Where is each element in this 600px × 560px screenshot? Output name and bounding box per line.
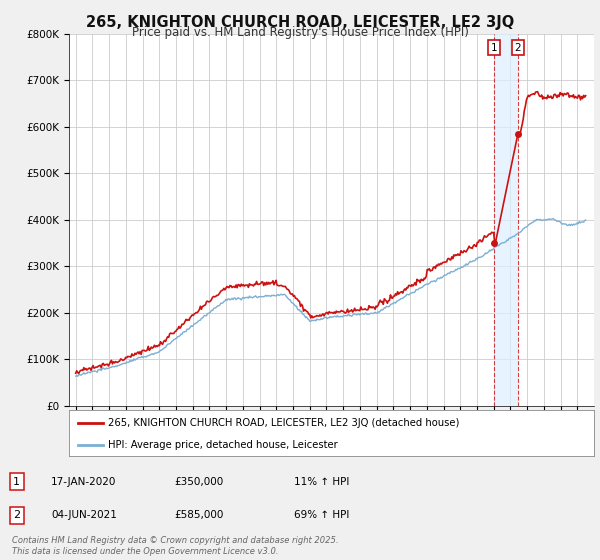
Text: 1: 1 [13, 477, 20, 487]
Text: 11% ↑ HPI: 11% ↑ HPI [294, 477, 349, 487]
Text: 265, KNIGHTON CHURCH ROAD, LEICESTER, LE2 3JQ: 265, KNIGHTON CHURCH ROAD, LEICESTER, LE… [86, 15, 514, 30]
Text: 17-JAN-2020: 17-JAN-2020 [51, 477, 116, 487]
Text: 2: 2 [13, 510, 20, 520]
Text: £585,000: £585,000 [174, 510, 223, 520]
Text: 265, KNIGHTON CHURCH ROAD, LEICESTER, LE2 3JQ (detached house): 265, KNIGHTON CHURCH ROAD, LEICESTER, LE… [109, 418, 460, 428]
Text: 69% ↑ HPI: 69% ↑ HPI [294, 510, 349, 520]
Text: 2: 2 [515, 43, 521, 53]
Text: Price paid vs. HM Land Registry's House Price Index (HPI): Price paid vs. HM Land Registry's House … [131, 26, 469, 39]
Text: HPI: Average price, detached house, Leicester: HPI: Average price, detached house, Leic… [109, 440, 338, 450]
Text: £350,000: £350,000 [174, 477, 223, 487]
Text: Contains HM Land Registry data © Crown copyright and database right 2025.
This d: Contains HM Land Registry data © Crown c… [12, 536, 338, 556]
Text: 04-JUN-2021: 04-JUN-2021 [51, 510, 117, 520]
Text: 1: 1 [491, 43, 497, 53]
Bar [494, 34, 518, 406]
